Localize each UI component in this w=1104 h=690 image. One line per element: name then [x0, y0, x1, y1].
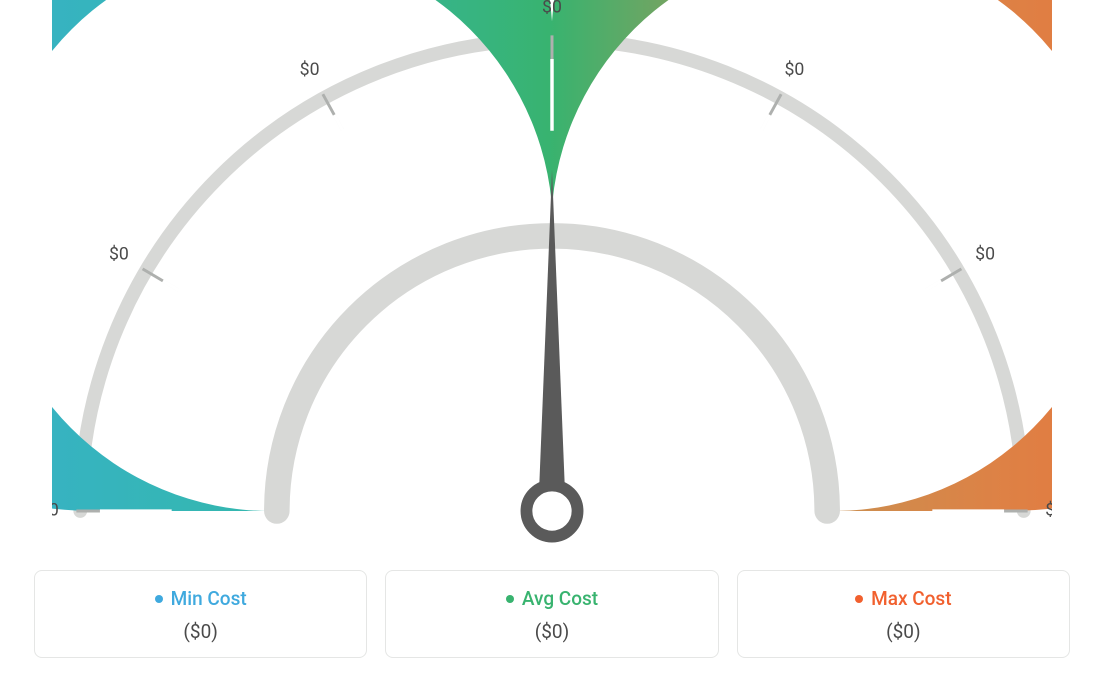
legend-title-min: Min Cost — [171, 587, 247, 610]
gauge-tick-label: $0 — [1045, 500, 1052, 521]
gauge-tick-label: $0 — [784, 59, 804, 80]
legend-value-max: ($0) — [748, 620, 1059, 643]
gauge-needle — [538, 170, 566, 511]
legend-card-min: Min Cost ($0) — [34, 570, 367, 658]
gauge-tick-label: $0 — [300, 59, 320, 80]
legend-title-avg: Avg Cost — [522, 587, 598, 610]
legend-value-min: ($0) — [45, 620, 356, 643]
gauge-tick-label: $0 — [542, 0, 562, 18]
gauge-tick-label: $0 — [52, 500, 59, 521]
legend-title-max: Max Cost — [871, 587, 951, 610]
gauge-chart: $0 $0 $0 $0 $0 $0 $0 — [52, 0, 1052, 570]
legend-row: Min Cost ($0) Avg Cost ($0) Max Cost ($0… — [34, 570, 1070, 658]
legend-dot-max — [855, 595, 863, 603]
gauge-svg: $0 $0 $0 $0 $0 $0 $0 — [52, 0, 1052, 570]
legend-value-avg: ($0) — [396, 620, 707, 643]
gauge-tick-label: $0 — [109, 244, 129, 265]
gauge-tick-label: $0 — [975, 244, 995, 265]
legend-dot-avg — [506, 595, 514, 603]
legend-card-avg: Avg Cost ($0) — [385, 570, 718, 658]
legend-card-max: Max Cost ($0) — [737, 570, 1070, 658]
legend-dot-min — [155, 595, 163, 603]
